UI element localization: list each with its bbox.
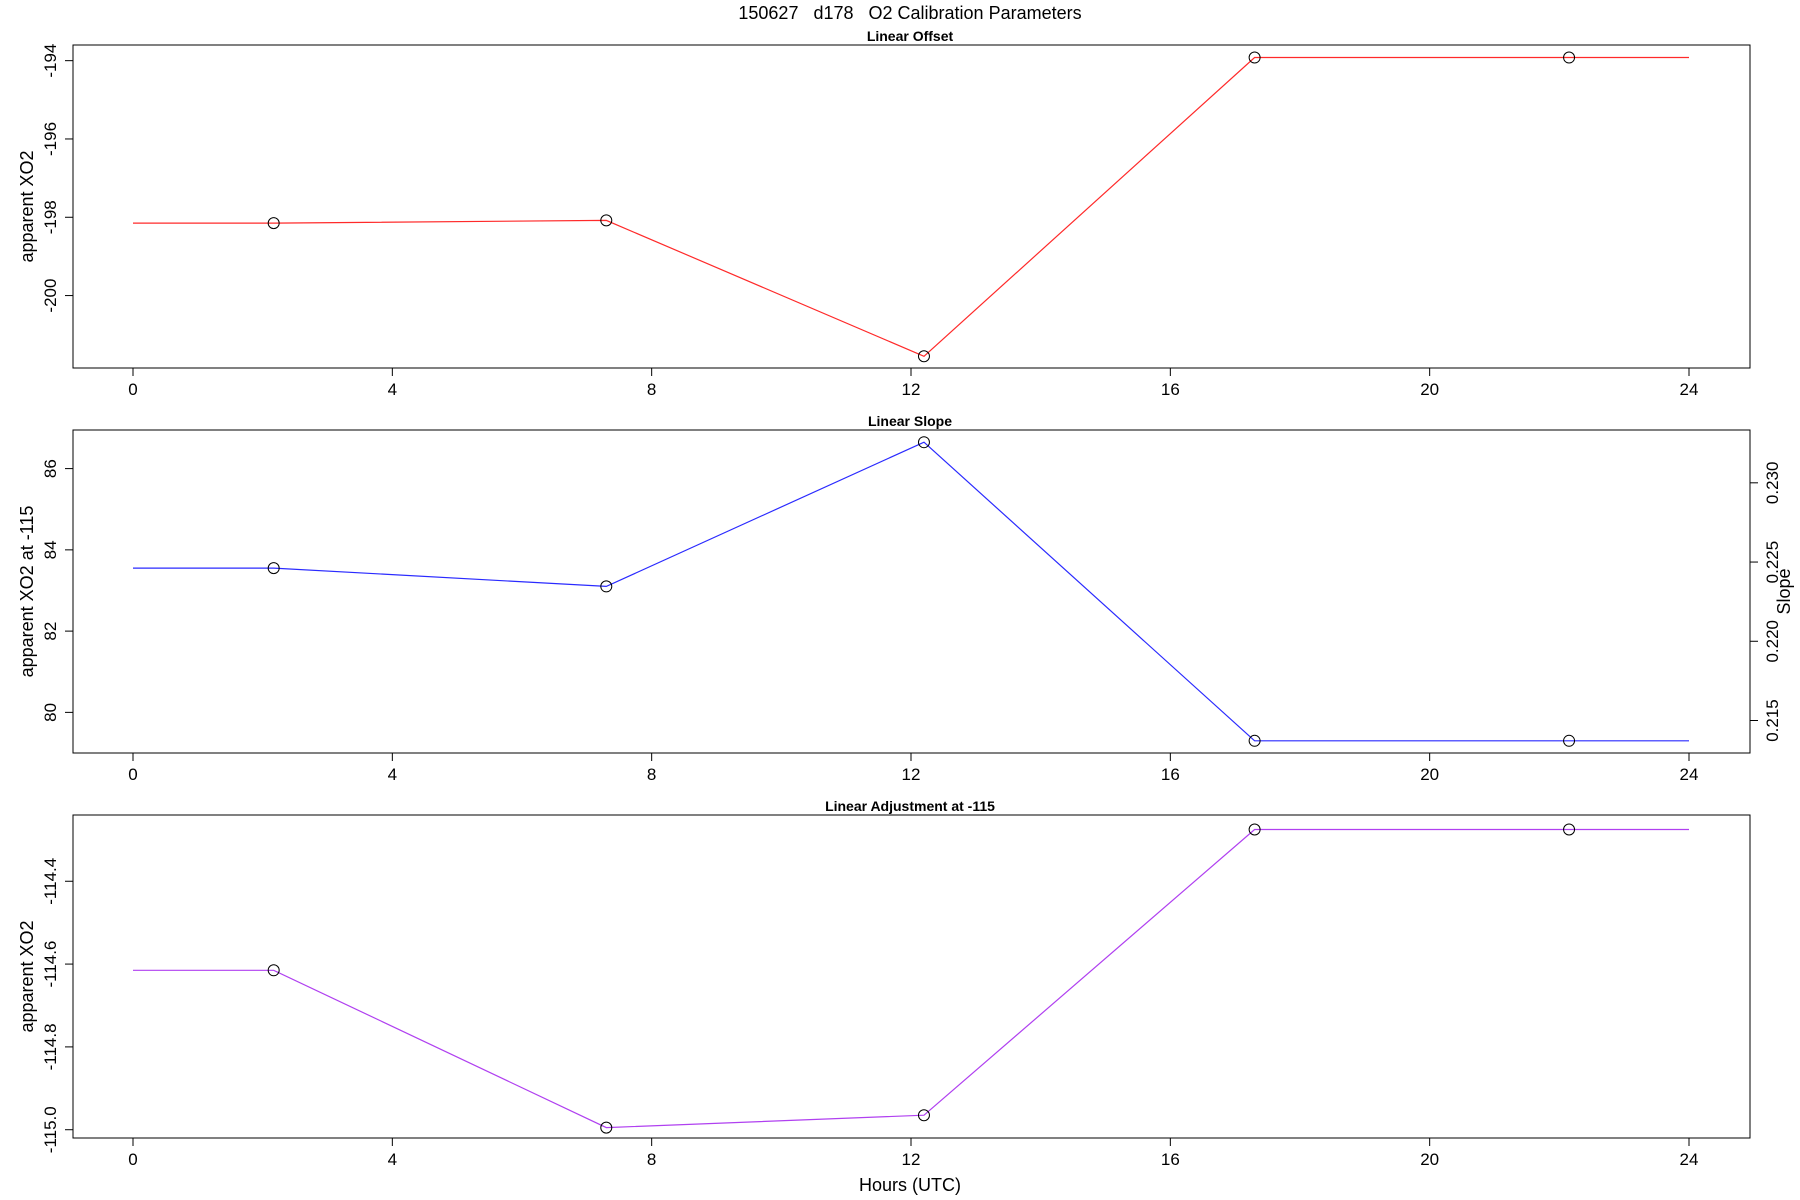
x-tick-label: 16 [1161,380,1180,399]
x-tick-label: 24 [1680,1150,1699,1169]
series-line [133,441,1689,742]
data-point [917,436,930,449]
data-point [917,1109,930,1122]
x-tick-label: 12 [902,1150,921,1169]
data-point [600,214,613,227]
y-axis-label: apparent XO2 [17,920,37,1032]
x-tick-label: 12 [902,380,921,399]
x-tick-label: 0 [128,1150,137,1169]
y-tick-label: -198 [41,200,60,234]
plot-frame [72,814,1751,1139]
data-point [1563,734,1576,747]
y2-tick-label: 0.215 [1763,699,1782,742]
x-tick-label: 20 [1420,380,1439,399]
y-tick-label: -200 [41,279,60,313]
data-point [600,1121,613,1134]
data-point [1563,823,1576,836]
data-point [1248,51,1261,64]
y2-tick-label: 0.225 [1763,541,1782,584]
chart-panels: Linear Offset 0 4 8 12 16 20 24 -200 -198 -196 -194… [17,28,1794,1169]
x-tick-label: 12 [902,765,921,784]
panel-2: Linear Slope 0 4 8 12 16 20 24 80 82 84 86 apparent … [17,413,1794,784]
x-tick-label: 24 [1680,380,1699,399]
x-tick-label: 4 [388,380,397,399]
data-point [917,350,930,363]
y-tick-label: 86 [41,459,60,478]
x-tick-label: 20 [1420,1150,1439,1169]
x-tick-label: 8 [647,1150,656,1169]
data-point [267,562,280,575]
series-line [133,828,1689,1129]
y-tick-label: -114.6 [41,941,60,988]
data-point [267,964,280,977]
data-point [600,580,613,593]
x-tick-label: 20 [1420,765,1439,784]
y-tick-label: -114.8 [41,1023,60,1070]
panel-title: Linear Offset [867,28,954,44]
x-tick-label: 24 [1680,765,1699,784]
x-tick-label: 4 [388,1150,397,1169]
plot-frame [72,429,1751,754]
y-tick-label: -194 [41,44,60,78]
figure-title: 150627 d178 O2 Calibration Parameters [738,3,1081,23]
y-axis-label: apparent XO2 [17,150,37,262]
data-point [267,217,280,230]
x-tick-label: 8 [647,765,656,784]
plot-frame [72,44,1751,369]
x-axis-label: Hours (UTC) [859,1175,961,1195]
x-tick-label: 0 [128,765,137,784]
data-point [1248,823,1261,836]
y2-axis-label: Slope [1774,568,1794,614]
panel-1: Linear Offset 0 4 8 12 16 20 24 -200 -198 -196 -194… [17,28,1751,399]
panel-title: Linear Adjustment at -115 [825,798,995,814]
y-tick-label: 82 [41,622,60,641]
x-tick-label: 8 [647,380,656,399]
y-tick-label: -115.0 [41,1106,60,1153]
y2-tick-label: 0.220 [1763,620,1782,663]
x-tick-label: 16 [1161,765,1180,784]
y-tick-label: 80 [41,703,60,722]
panel-3: Linear Adjustment at -115 0 4 8 12 16 20 24 -115… [17,798,1751,1169]
series-line [133,56,1689,358]
y-tick-label: -196 [41,122,60,156]
x-tick-label: 0 [128,380,137,399]
x-tick-label: 16 [1161,1150,1180,1169]
x-tick-label: 4 [388,765,397,784]
y-tick-label: 84 [41,540,60,559]
data-point [1563,51,1576,64]
y2-tick-label: 0.230 [1763,462,1782,505]
data-point [1248,734,1261,747]
y-tick-label: -114.4 [41,858,60,905]
panel-title: Linear Slope [868,413,952,429]
y-axis-label: apparent XO2 at -115 [17,506,37,678]
